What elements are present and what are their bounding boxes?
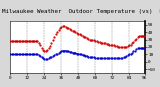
Text: Milwaukee Weather  Outdoor Temperature (vs)  Dew Point (Last 24 Hours): Milwaukee Weather Outdoor Temperature (v… xyxy=(2,9,160,14)
